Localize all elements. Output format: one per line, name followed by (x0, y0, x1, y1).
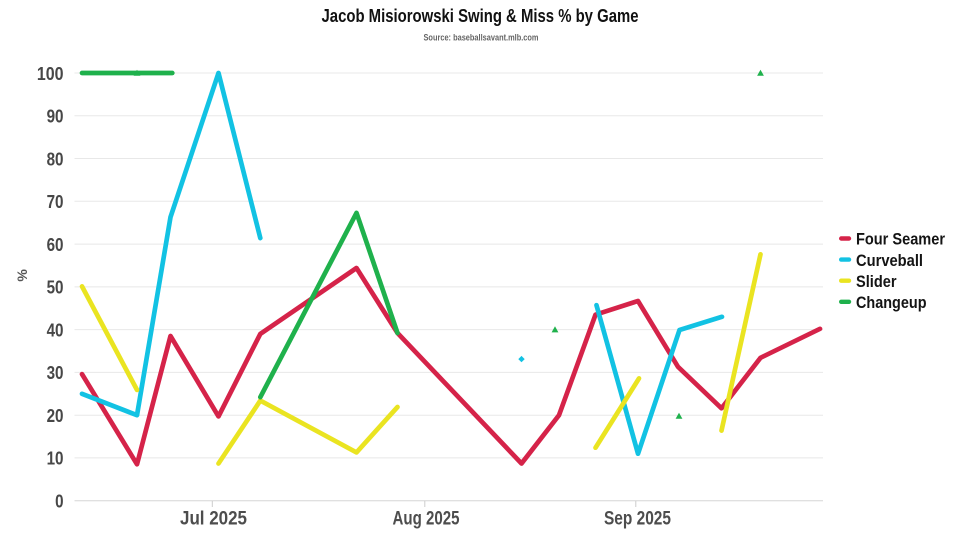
svg-text:%: % (14, 269, 30, 282)
svg-text:10: 10 (47, 448, 64, 469)
svg-text:Jul 2025: Jul 2025 (180, 509, 247, 530)
svg-text:Changeup: Changeup (856, 293, 927, 312)
svg-text:30: 30 (47, 362, 64, 383)
svg-text:80: 80 (47, 148, 64, 169)
svg-text:Sep 2025: Sep 2025 (604, 509, 671, 530)
svg-text:20: 20 (47, 405, 64, 426)
svg-text:Aug 2025: Aug 2025 (393, 509, 460, 530)
svg-text:0: 0 (55, 491, 63, 512)
svg-text:100: 100 (37, 63, 64, 84)
svg-text:70: 70 (47, 191, 64, 212)
svg-text:90: 90 (47, 106, 64, 127)
svg-text:60: 60 (47, 234, 64, 255)
svg-text:Slider: Slider (856, 272, 897, 291)
svg-text:Curveball: Curveball (856, 251, 923, 270)
svg-text:Jacob Misiorowski Swing & Miss: Jacob Misiorowski Swing & Miss % by Game (322, 5, 639, 26)
svg-text:50: 50 (47, 277, 64, 298)
svg-text:40: 40 (47, 319, 64, 340)
svg-text:Source: baseballsavant.mlb.com: Source: baseballsavant.mlb.com (424, 33, 539, 43)
svg-text:Four Seamer: Four Seamer (856, 230, 945, 249)
